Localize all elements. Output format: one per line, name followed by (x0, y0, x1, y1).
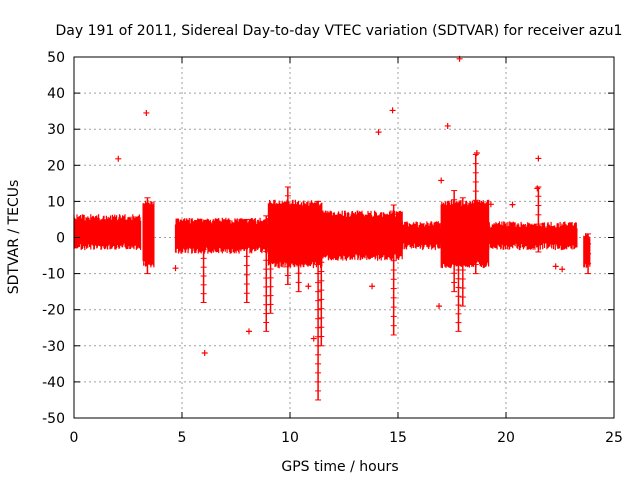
spike (267, 215, 274, 314)
band-segment (488, 221, 578, 251)
y-tick-label: 10 (47, 194, 65, 210)
outlier-point (143, 109, 150, 116)
band-segment (142, 200, 155, 268)
band-segment (73, 214, 142, 251)
y-tick-label: -20 (42, 303, 65, 319)
spike (459, 197, 466, 307)
outlier-point (369, 283, 376, 290)
outlier-point (438, 177, 445, 184)
outlier-point (487, 201, 494, 208)
spike (472, 153, 479, 275)
y-axis-label: SDTVAR / TECUs (6, 180, 22, 295)
outlier-point (115, 155, 122, 162)
band-segment (174, 217, 269, 254)
outlier-point (444, 122, 451, 129)
spike (585, 233, 592, 275)
x-tick-label: 5 (178, 430, 187, 446)
outlier-point (473, 150, 480, 157)
band-segment (321, 210, 403, 261)
band-segment (267, 199, 323, 269)
data-spikes (144, 153, 592, 401)
spike (284, 186, 291, 285)
outlier-point (172, 265, 179, 272)
x-axis-label: GPS time / hours (281, 459, 398, 475)
outlier-point (552, 263, 559, 270)
x-tick-label: 10 (281, 430, 299, 446)
outlier-point (375, 129, 382, 136)
x-tick-label: 20 (497, 430, 515, 446)
outlier-point (201, 350, 208, 357)
outlier-point (245, 328, 252, 335)
y-tick-label: 0 (56, 231, 65, 247)
spike (390, 204, 397, 336)
band-segment (583, 233, 591, 268)
spike (144, 197, 151, 275)
spike (200, 222, 207, 303)
outlier-point (305, 283, 312, 290)
spike (263, 215, 270, 332)
y-tick-label: -40 (42, 375, 65, 391)
chart-title: Day 191 of 2011, Sidereal Day-to-day VTE… (56, 23, 623, 39)
spike (451, 190, 458, 293)
spike (315, 200, 322, 401)
outlier-point (559, 266, 566, 273)
spike (243, 218, 250, 303)
band-segment (401, 221, 442, 251)
y-tick-label: 20 (47, 158, 65, 174)
y-tick-label: 30 (47, 122, 65, 138)
outlier-point (509, 201, 516, 208)
spike (535, 186, 542, 253)
y-tick-label: -50 (42, 411, 65, 427)
x-tick-label: 25 (605, 430, 623, 446)
outlier-point (534, 185, 541, 192)
y-tick-label: 40 (47, 86, 65, 102)
y-tick-label: -30 (42, 339, 65, 355)
data-outliers (115, 55, 566, 357)
x-tick-label: 15 (389, 430, 407, 446)
outlier-point (310, 335, 317, 342)
x-tick-label: 0 (70, 430, 79, 446)
y-tick-label: -10 (42, 267, 65, 283)
outlier-point (535, 155, 542, 162)
y-tick-label: 50 (47, 50, 65, 66)
tick-layer: -50 -40 -30 -20 -10 0 10 20 30 40 50 0 5 10 15 20 25 (42, 50, 623, 446)
data-band (73, 199, 591, 269)
outlier-point (389, 107, 396, 114)
outlier-point (436, 303, 443, 310)
spike (318, 215, 325, 347)
spike (295, 208, 302, 293)
